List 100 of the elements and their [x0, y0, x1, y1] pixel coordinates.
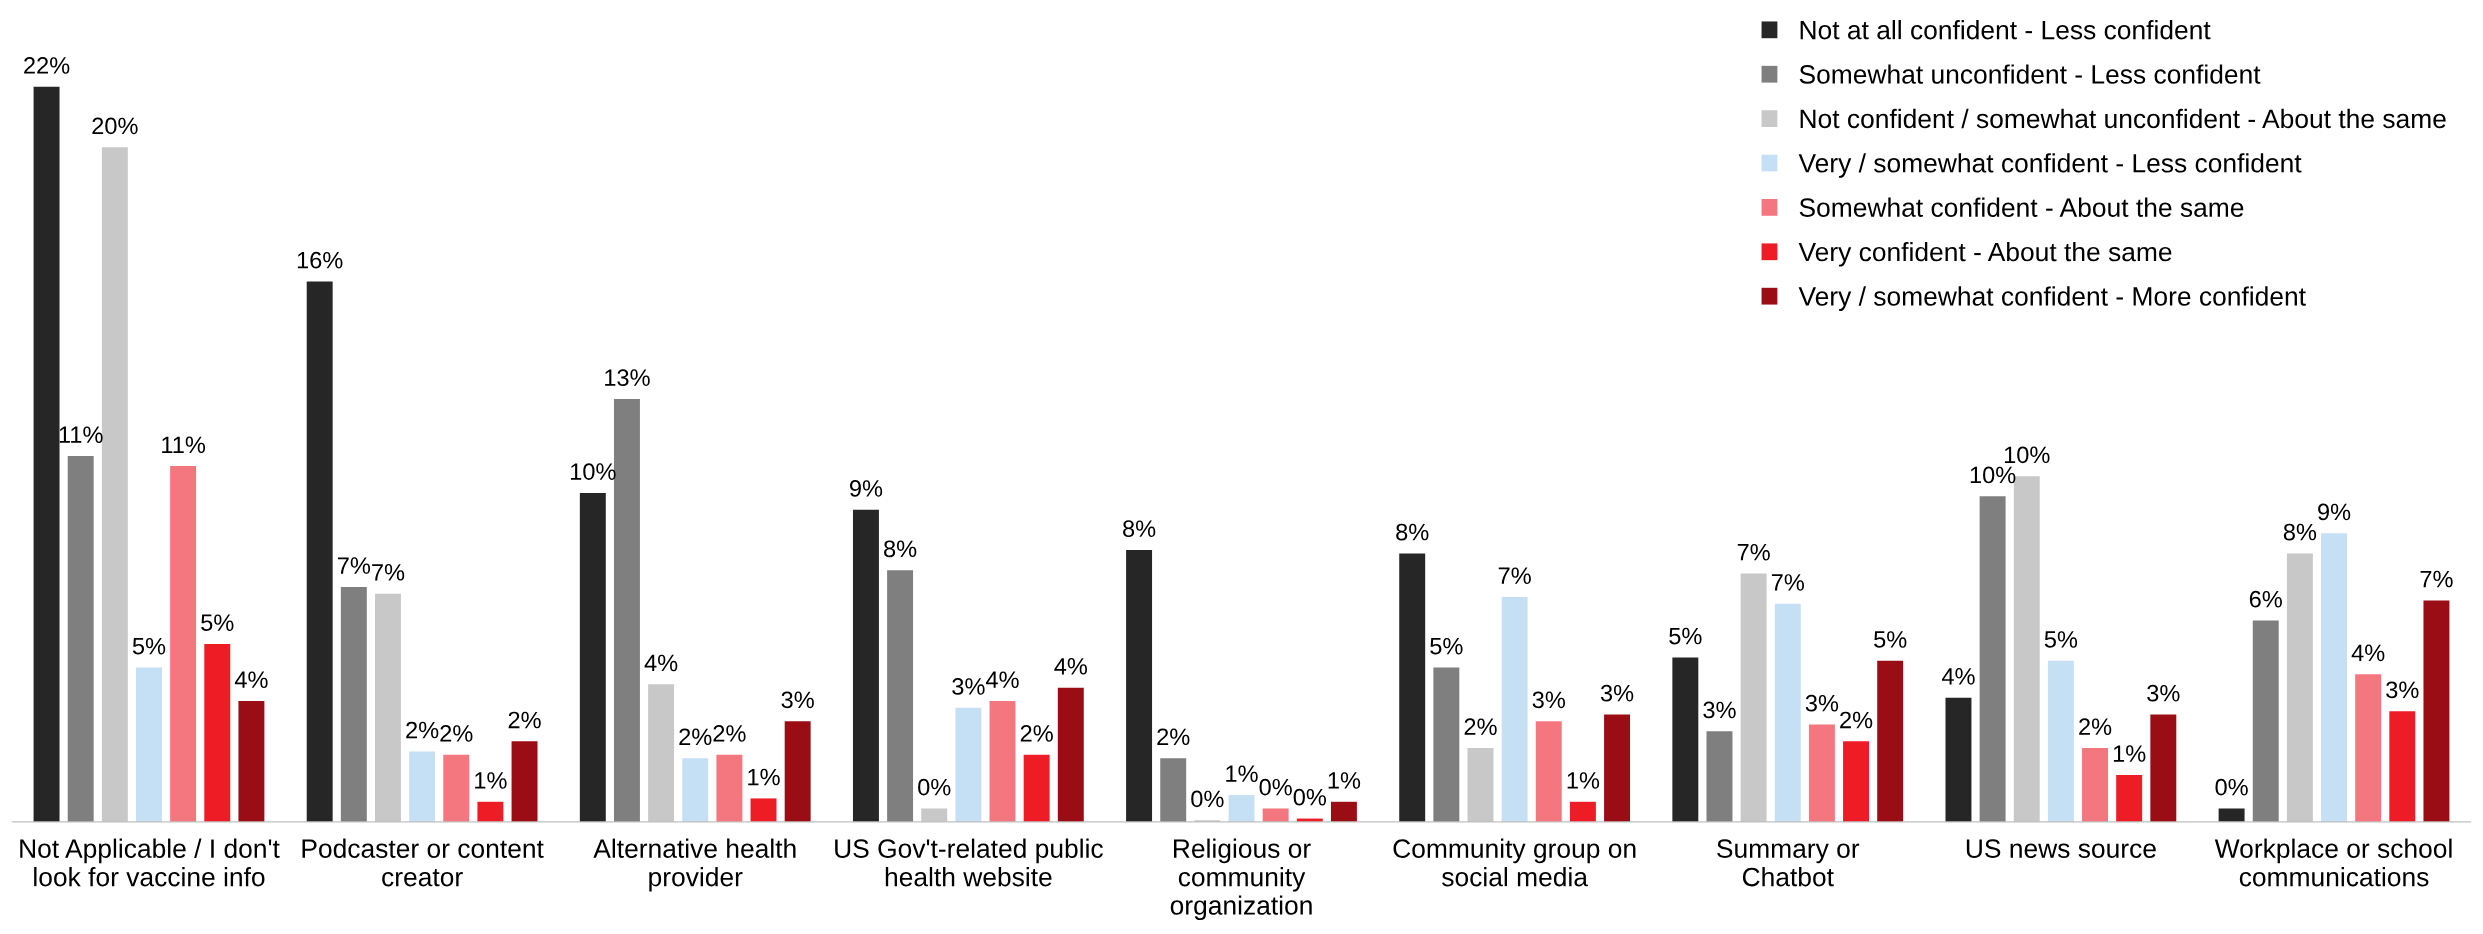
data-label: 6% — [2249, 590, 2282, 608]
bar — [33, 86, 60, 822]
x-tick-label: Religious or community organization — [1170, 838, 1312, 921]
data-label: 10% — [2004, 446, 2050, 464]
data-label: 3% — [952, 678, 985, 695]
data-label: 3% — [1703, 701, 1736, 719]
x-tick-label: US Gov't-related public health website — [835, 838, 1103, 887]
bar — [1057, 687, 1084, 822]
bar — [2423, 600, 2450, 822]
data-label: 4% — [644, 654, 678, 672]
data-label: 9% — [849, 480, 883, 497]
data-label: 5% — [2044, 631, 2078, 648]
bar — [2321, 533, 2347, 822]
data-label: 2% — [713, 725, 746, 742]
data-label: 3% — [2147, 684, 2180, 702]
x-tick-label: Summary or Chatbot — [1717, 839, 1860, 887]
data-label: 0% — [1191, 790, 1224, 808]
bar — [750, 798, 777, 822]
bar — [340, 586, 367, 822]
x-tick-label: Community group on social media — [1393, 838, 1636, 887]
bar — [238, 701, 265, 822]
data-label: 2% — [1157, 728, 1190, 746]
data-label: 20% — [92, 117, 138, 135]
data-label: 1% — [748, 768, 780, 786]
bar — [1228, 795, 1255, 822]
data-label: 2% — [406, 721, 439, 739]
data-label: 3% — [1600, 684, 1634, 702]
bar — [2116, 774, 2143, 822]
bar — [716, 754, 743, 822]
bar — [1672, 657, 1699, 822]
bar — [1945, 697, 1972, 822]
bar — [1160, 758, 1187, 822]
bar — [784, 721, 811, 822]
data-label: 3% — [1532, 691, 1565, 709]
bar — [2218, 808, 2245, 822]
bar — [2047, 660, 2074, 822]
bar — [579, 492, 606, 822]
data-label: 11% — [162, 436, 206, 454]
data-label: 2% — [1840, 711, 1873, 729]
bar — [1569, 801, 1596, 822]
bar — [1262, 808, 1289, 822]
data-label: 11% — [59, 426, 103, 443]
bar — [887, 570, 914, 822]
legend-label: Somewhat unconfident - Less confident — [1799, 64, 2261, 84]
data-label: 1% — [1226, 765, 1258, 782]
bar — [2252, 620, 2279, 822]
bar — [1330, 801, 1357, 822]
data-label: 4% — [1941, 668, 1975, 685]
bar — [1706, 731, 1733, 822]
data-label: 0% — [1259, 778, 1292, 796]
bar — [682, 758, 709, 822]
legend-label: Somewhat confident - About the same — [1799, 197, 2244, 217]
bar — [477, 801, 504, 822]
data-label: 2% — [440, 725, 473, 742]
data-label: 7% — [337, 557, 371, 574]
data-label: 1% — [475, 772, 507, 789]
data-label: 2% — [2079, 718, 2112, 735]
data-label: 7% — [372, 564, 405, 581]
bar — [1399, 553, 1426, 822]
bar — [2389, 711, 2416, 822]
bar — [1126, 550, 1153, 822]
bar — [409, 751, 436, 822]
bar — [2082, 748, 2108, 822]
bar — [1023, 754, 1050, 822]
bar — [1535, 721, 1562, 822]
data-label: 5% — [201, 614, 234, 632]
data-label: 7% — [1498, 567, 1531, 584]
bar — [67, 456, 94, 822]
data-label: 4% — [1054, 658, 1088, 675]
data-label: 2% — [508, 711, 541, 729]
bar — [204, 644, 231, 822]
bar — [443, 754, 470, 822]
data-label: 8% — [2283, 523, 2317, 541]
data-label: 8% — [1396, 523, 1429, 541]
bar — [1433, 667, 1460, 822]
x-tick-label: US news source — [1966, 839, 2156, 858]
bar — [1604, 714, 1631, 822]
bar — [955, 707, 982, 822]
bar — [1843, 741, 1870, 822]
data-label: 4% — [234, 671, 268, 688]
data-label: 9% — [2318, 503, 2351, 521]
data-label: 1% — [1567, 772, 1600, 789]
data-label: 0% — [918, 778, 951, 796]
data-label: 7% — [1737, 543, 1770, 561]
data-label: 3% — [1805, 694, 1839, 712]
data-label: 22% — [24, 57, 70, 74]
data-label: 16% — [297, 251, 343, 269]
data-label: 8% — [884, 540, 917, 558]
data-label: 10% — [570, 463, 616, 480]
legend-label: Very / somewhat confident - More confident — [1798, 286, 2306, 311]
x-tick-label: Alternative health provider — [593, 838, 796, 892]
x-tick-label: Workplace or school communications — [2214, 838, 2452, 887]
bar — [989, 701, 1016, 822]
bar — [1501, 597, 1528, 822]
data-label: 4% — [2351, 644, 2385, 662]
data-label: 2% — [1020, 725, 1053, 742]
data-label: 2% — [1464, 718, 1497, 735]
data-label: 13% — [605, 369, 650, 386]
data-label: 3% — [781, 691, 814, 709]
data-label: 5% — [1874, 631, 1907, 648]
